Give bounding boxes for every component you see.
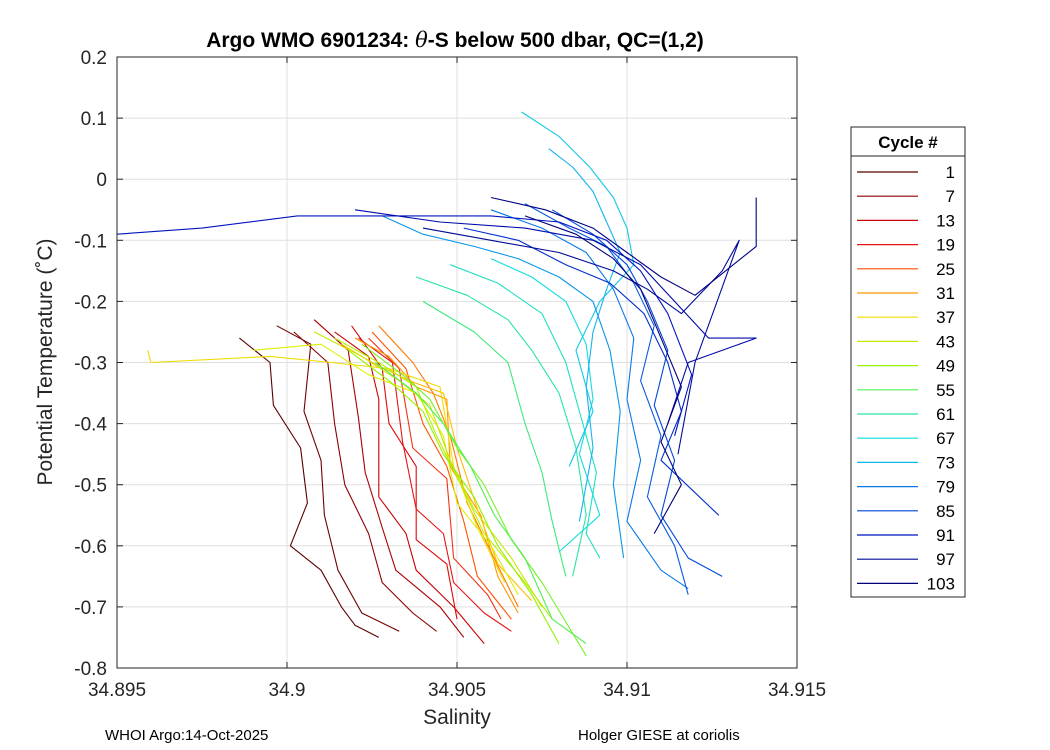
grid-lines — [117, 57, 797, 668]
profile-cycle-19 — [358, 337, 512, 632]
profile-cycle-70 — [521, 111, 635, 467]
chart-title: Argo WMO 6901234: θ-S below 500 dbar, QC… — [206, 28, 704, 52]
profile-cycle-94 — [354, 209, 757, 424]
y-tick-label: -0.3 — [74, 354, 107, 375]
data-lines — [116, 111, 757, 657]
legend-label-55: 55 — [936, 381, 955, 400]
y-tick-label: -0.4 — [74, 415, 107, 436]
legend-label-7: 7 — [946, 187, 955, 206]
legend-label-1: 1 — [946, 163, 955, 182]
legend-label-13: 13 — [936, 211, 955, 230]
legend-label-61: 61 — [936, 405, 955, 424]
legend-label-49: 49 — [936, 357, 955, 376]
chart-title-prefix: Argo WMO 6901234: — [206, 29, 415, 52]
profile-cycle-49 — [347, 349, 560, 644]
chart-title-suffix: -S below 500 dbar, QC=(1,2) — [428, 29, 704, 52]
profile-cycle-13 — [334, 331, 485, 644]
y-tick-label: -0.7 — [74, 598, 107, 619]
profile-cycle-7 — [293, 331, 437, 632]
profile-cycle-76 — [381, 215, 625, 559]
footer-right: Holger GIESE at coriolis — [578, 727, 740, 744]
x-tick-label: 34.9 — [269, 680, 306, 701]
legend-label-91: 91 — [936, 526, 955, 545]
legend-label-73: 73 — [936, 453, 955, 472]
legend-title: Cycle # — [878, 133, 938, 152]
axis-ticks: 34.895 34.9 34.905 34.91 34.915 0.2 0.1 0 -0.1 -0… — [74, 48, 826, 701]
legend-label-25: 25 — [936, 260, 955, 279]
y-tick-label: 0.2 — [81, 48, 107, 69]
legend-box — [850, 126, 966, 598]
profile-cycle-55 — [375, 362, 587, 645]
y-tick-label: -0.6 — [74, 537, 107, 558]
legend-label-85: 85 — [936, 502, 955, 521]
profile-cycle-61 — [416, 276, 587, 577]
legend-label-43: 43 — [936, 332, 955, 351]
y-tick-label: 0 — [96, 170, 107, 191]
y-tick-label: -0.1 — [74, 231, 107, 252]
profile-cycle-97 — [422, 227, 740, 455]
y-tick-label: 0.1 — [81, 109, 107, 130]
profile-cycle-10 — [313, 319, 465, 638]
profile-cycle-64 — [450, 264, 601, 559]
profile-cycle-16 — [351, 325, 458, 620]
profile-cycle-67 — [490, 258, 601, 553]
legend-items: 1 7 13 19 25 31 37 43 49 55 61 67 73 79 85 91 97 103 — [857, 163, 955, 593]
legend-label-31: 31 — [936, 284, 955, 303]
legend-label-103: 103 — [927, 574, 955, 593]
profile-cycle-4 — [276, 325, 400, 632]
y-tick-label: -0.2 — [74, 292, 107, 313]
y-tick-label: -0.8 — [74, 659, 107, 680]
profile-cycle-100 — [490, 196, 757, 296]
legend-label-19: 19 — [936, 236, 955, 255]
legend: Cycle # 1 7 13 19 25 31 37 43 49 55 61 67 73 79 85 91 97… — [850, 126, 966, 598]
x-tick-label: 34.91 — [603, 680, 651, 701]
legend-label-79: 79 — [936, 478, 955, 497]
y-axis-label: Potential Temperature (˚C) — [34, 238, 57, 485]
y-tick-label: -0.5 — [74, 476, 107, 497]
x-tick-label: 34.915 — [768, 680, 826, 701]
legend-label-37: 37 — [936, 308, 955, 327]
profile-cycle-79 — [490, 209, 689, 590]
profile-cycle-34 — [341, 343, 533, 602]
profile-cycle-43 — [313, 331, 543, 608]
chart-title-theta: θ — [415, 28, 428, 52]
profile-cycle-58 — [422, 300, 567, 577]
profile-cycle-91 — [116, 215, 693, 436]
x-tick-label: 34.895 — [88, 680, 146, 701]
profile-cycle-103 — [524, 215, 682, 534]
profile-cycle-1 — [239, 337, 380, 638]
profile-cycle-25 — [371, 331, 512, 620]
x-axis-label: Salinity — [423, 706, 491, 729]
legend-label-97: 97 — [936, 550, 955, 569]
profile-cycle-40 — [252, 343, 519, 595]
legend-label-67: 67 — [936, 429, 955, 448]
x-tick-label: 34.905 — [428, 680, 486, 701]
footer-left: WHOI Argo:14-Oct-2025 — [105, 727, 268, 744]
